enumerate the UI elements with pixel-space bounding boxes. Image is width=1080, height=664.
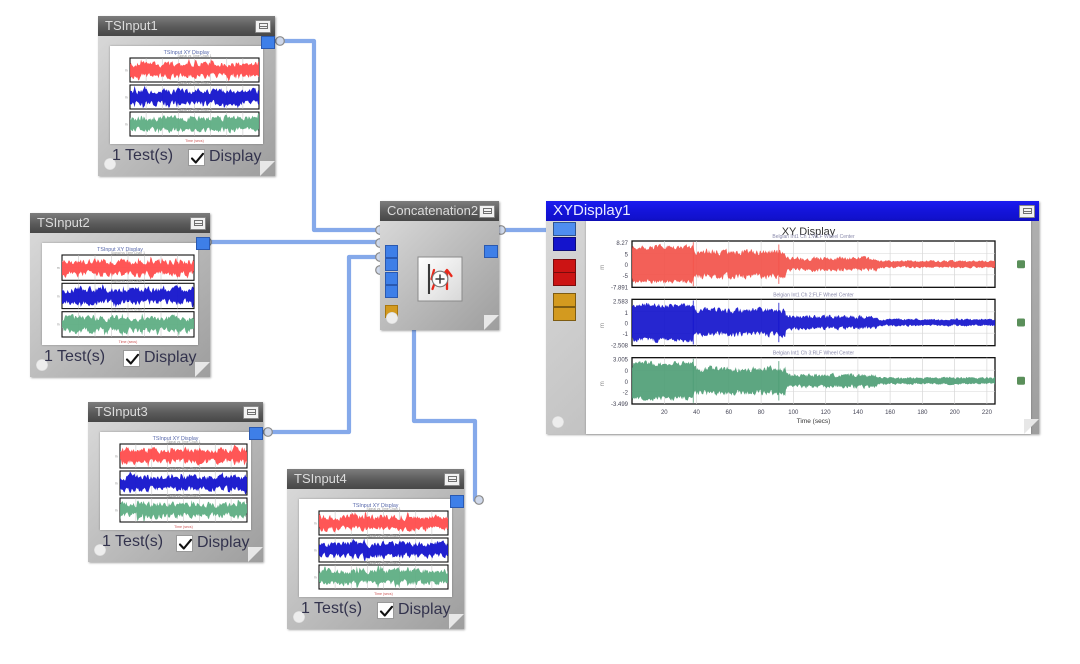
svg-text:m: m [600, 323, 606, 328]
svg-text:m: m [600, 381, 606, 386]
svg-text:m: m [115, 454, 118, 458]
svg-text:Signal vs Time Chan 2: Signal vs Time Chan 2 [367, 534, 401, 538]
svg-text:Signal vs Time Chan 2: Signal vs Time Chan 2 [167, 467, 201, 471]
svg-text:Signal vs Time Chan 1: Signal vs Time Chan 1 [367, 507, 401, 511]
svg-text:-2.508: -2.508 [611, 344, 629, 350]
svg-text:80: 80 [758, 410, 765, 416]
svg-text:40: 40 [693, 410, 700, 416]
svg-text:m: m [115, 481, 118, 485]
svg-text:-2: -2 [623, 391, 629, 397]
svg-text:Time (secs): Time (secs) [119, 340, 138, 344]
svg-text:200: 200 [950, 410, 961, 416]
svg-text:m: m [314, 521, 317, 525]
svg-text:-3.499: -3.499 [611, 402, 629, 408]
svg-text:-5: -5 [623, 274, 629, 280]
svg-text:Signal vs Time Chan 1: Signal vs Time Chan 1 [111, 251, 145, 255]
svg-text:20: 20 [661, 410, 668, 416]
svg-text:Signal vs Time Chan 3: Signal vs Time Chan 3 [167, 494, 201, 498]
svg-text:Belgian Int1 Ch 2:FLF Wheel Ce: Belgian Int1 Ch 2:FLF Wheel Center [773, 292, 854, 298]
svg-text:2.583: 2.583 [613, 299, 629, 305]
svg-text:180: 180 [917, 410, 928, 416]
svg-text:Signal vs Time Chan 3: Signal vs Time Chan 3 [178, 108, 212, 112]
svg-text:3.005: 3.005 [613, 358, 629, 364]
svg-text:m: m [57, 294, 60, 298]
svg-text:-7.891: -7.891 [611, 285, 629, 291]
svg-text:60: 60 [725, 410, 732, 416]
svg-text:m: m [57, 266, 60, 270]
svg-text:Signal vs Time Chan 1: Signal vs Time Chan 1 [167, 440, 201, 444]
svg-text:Signal vs Time Chan 3: Signal vs Time Chan 3 [367, 561, 401, 565]
svg-text:220: 220 [982, 410, 993, 416]
svg-text:100: 100 [788, 410, 799, 416]
svg-text:Time (secs): Time (secs) [374, 592, 393, 596]
svg-text:Signal vs Time Chan 2: Signal vs Time Chan 2 [111, 279, 145, 283]
svg-text:Belgian Int1 Ch 1:WLF Wheel Ce: Belgian Int1 Ch 1:WLF Wheel Center [772, 234, 855, 240]
svg-text:m: m [600, 265, 606, 270]
svg-text:Time (secs): Time (secs) [185, 139, 204, 143]
svg-text:m: m [115, 508, 118, 512]
svg-text:Time (secs): Time (secs) [797, 418, 831, 425]
svg-text:m: m [314, 548, 317, 552]
svg-text:m: m [125, 68, 128, 72]
svg-text:Time (secs): Time (secs) [174, 525, 193, 529]
svg-text:140: 140 [853, 410, 864, 416]
svg-text:Signal vs Time Chan 1: Signal vs Time Chan 1 [178, 54, 212, 58]
svg-text:m: m [57, 323, 60, 327]
svg-text:120: 120 [821, 410, 832, 416]
svg-text:m: m [125, 95, 128, 99]
svg-text:Belgian Int1 Ch 3:RLF Wheel Ce: Belgian Int1 Ch 3:RLF Wheel Center [773, 351, 854, 357]
svg-text:Signal vs Time Chan 3: Signal vs Time Chan 3 [111, 308, 145, 312]
svg-text:160: 160 [885, 410, 896, 416]
svg-text:m: m [314, 575, 317, 579]
svg-text:Signal vs Time Chan 2: Signal vs Time Chan 2 [178, 81, 212, 85]
svg-text:m: m [125, 122, 128, 126]
svg-text:-1: -1 [623, 332, 629, 338]
svg-text:8.27: 8.27 [616, 241, 628, 247]
